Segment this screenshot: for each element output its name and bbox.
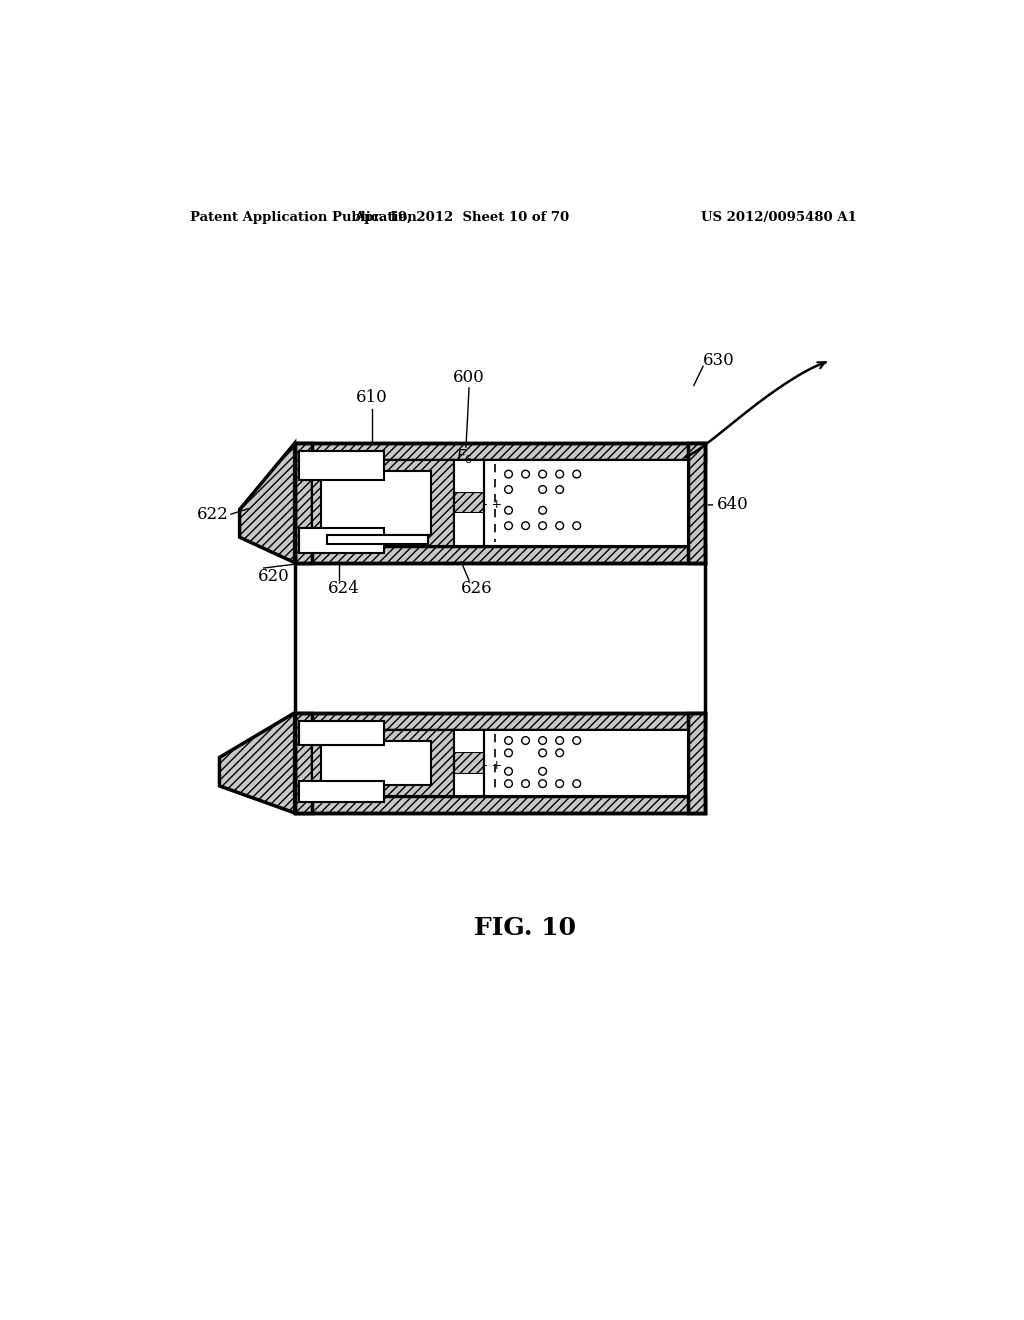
Bar	[455, 492, 483, 513]
Bar	[455, 752, 483, 774]
Text: $\mathit{F_6}$: $\mathit{F_6}$	[456, 447, 473, 466]
Text: - +: - +	[483, 499, 503, 511]
Bar	[483, 730, 688, 796]
Bar	[483, 461, 688, 545]
Text: 610: 610	[356, 389, 388, 407]
Bar	[455, 730, 483, 752]
Text: 622: 622	[197, 506, 228, 523]
Bar	[299, 780, 384, 803]
Bar	[295, 444, 706, 562]
Bar	[295, 444, 706, 461]
Bar	[295, 796, 706, 813]
Bar	[295, 713, 311, 813]
Bar	[455, 774, 483, 796]
Text: 624: 624	[328, 581, 359, 598]
Bar	[455, 461, 483, 492]
Text: 600: 600	[454, 368, 485, 385]
Text: 640: 640	[717, 496, 749, 513]
Bar	[321, 471, 431, 535]
Bar	[455, 513, 483, 545]
Bar	[311, 461, 688, 545]
Text: Patent Application Publication: Patent Application Publication	[190, 211, 417, 224]
Bar	[688, 444, 706, 562]
Polygon shape	[219, 713, 295, 813]
Text: FIG. 10: FIG. 10	[474, 916, 575, 940]
Bar	[299, 528, 384, 553]
Polygon shape	[240, 444, 295, 562]
Bar	[455, 461, 483, 545]
Text: - +: - +	[483, 759, 503, 772]
Bar	[295, 713, 706, 730]
Bar	[299, 721, 384, 744]
Bar	[295, 713, 706, 813]
Bar	[295, 545, 706, 562]
Text: 620: 620	[258, 568, 290, 585]
Bar	[321, 741, 431, 785]
Bar	[455, 730, 483, 796]
Bar	[311, 461, 455, 545]
Bar	[295, 444, 311, 562]
Text: 630: 630	[703, 351, 735, 368]
Bar	[299, 451, 384, 480]
Text: US 2012/0095480 A1: US 2012/0095480 A1	[700, 211, 856, 224]
Bar	[311, 730, 455, 796]
Text: Apr. 19, 2012  Sheet 10 of 70: Apr. 19, 2012 Sheet 10 of 70	[353, 211, 568, 224]
Bar	[311, 730, 688, 796]
Text: 626: 626	[461, 581, 493, 598]
Bar	[688, 713, 706, 813]
Bar	[328, 535, 428, 544]
